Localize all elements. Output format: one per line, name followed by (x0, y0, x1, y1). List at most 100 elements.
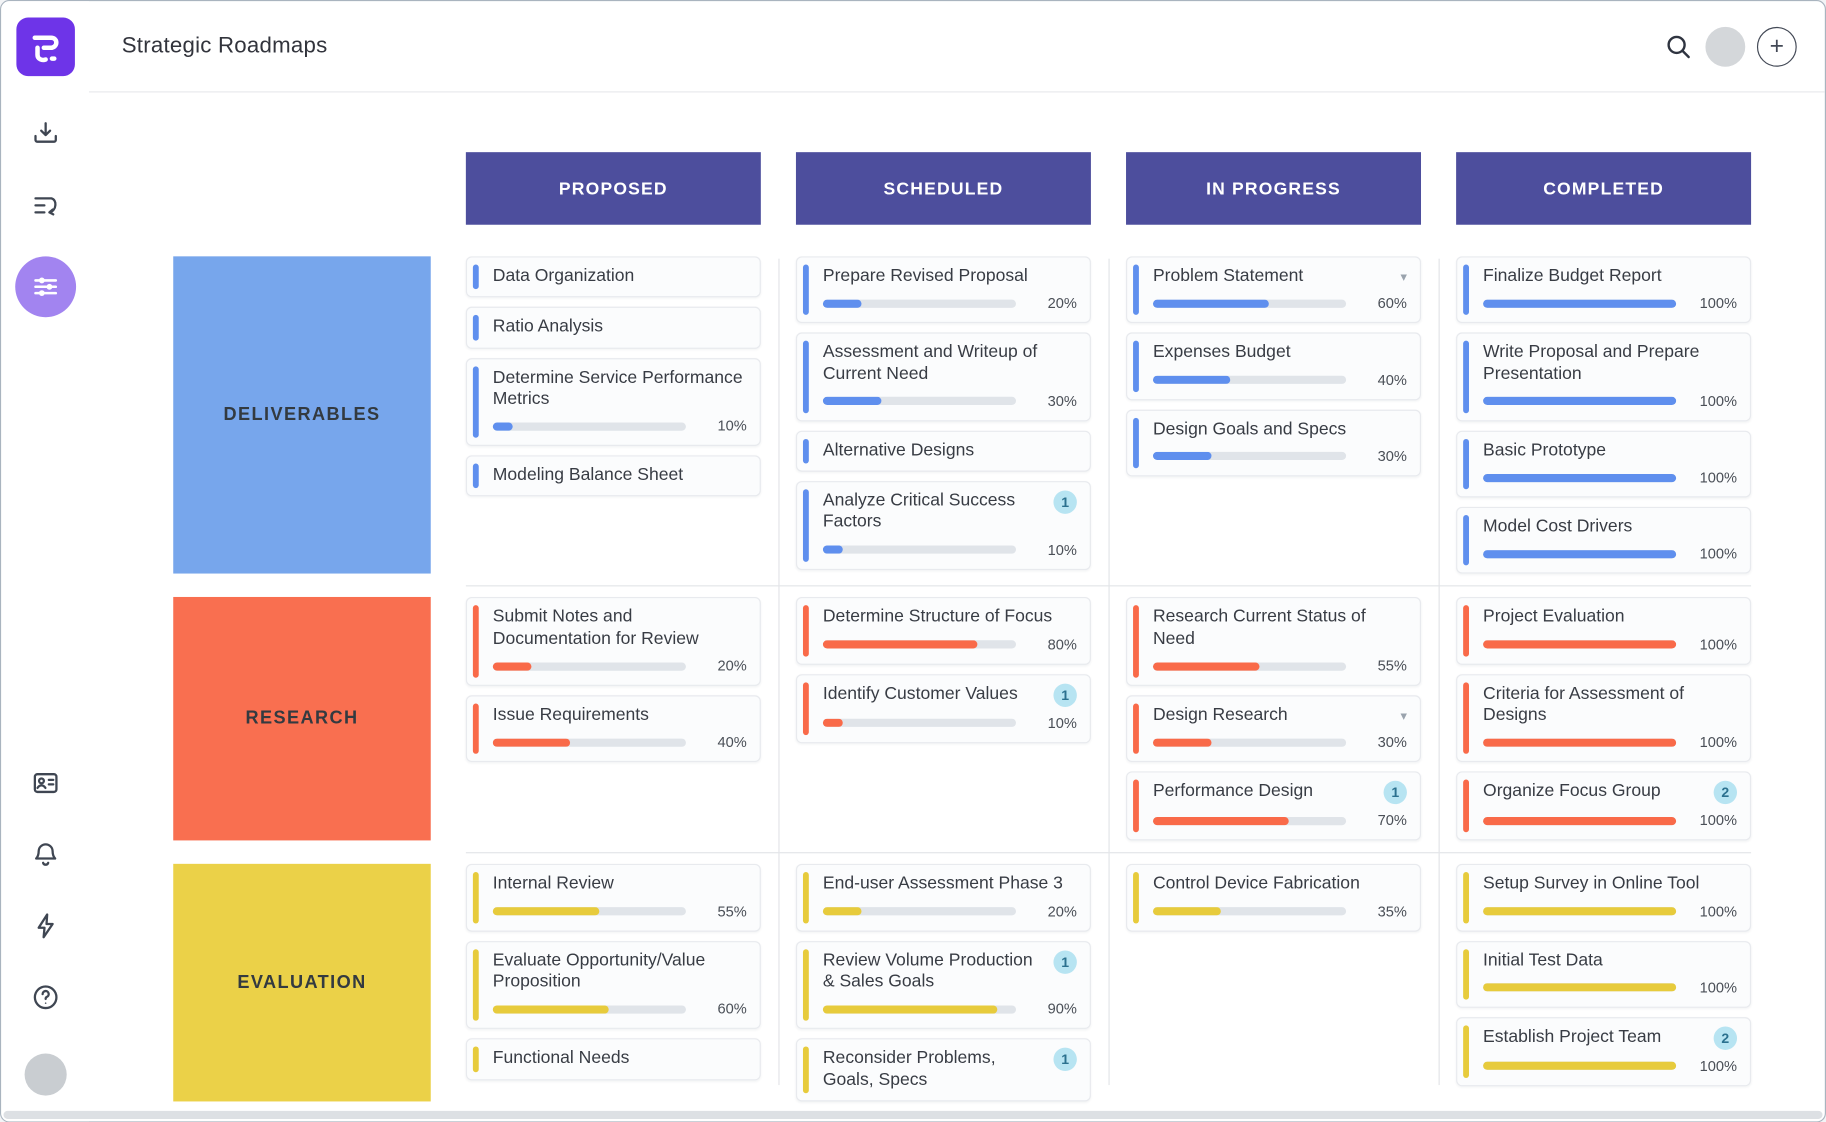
sliders-icon (33, 277, 57, 297)
progress-percent: 35% (1377, 903, 1407, 920)
roadmap-item-card[interactable]: Evaluate Opportunity/Value Proposition 6… (465, 940, 761, 1030)
add-button[interactable]: + (1756, 26, 1797, 67)
app-logo[interactable] (15, 17, 75, 77)
progress-fill (1483, 907, 1677, 916)
card-top: Submit Notes and Documentation for Revie… (493, 607, 747, 650)
roadmap-item-card[interactable]: Ratio Analysis (465, 307, 761, 349)
milestone-count-badge: 1 (1053, 1047, 1077, 1072)
roadmap-item-card[interactable]: End-user Assessment Phase 3 20% (795, 864, 1091, 932)
roadmap-item-card[interactable]: Modeling Balance Sheet (465, 455, 761, 497)
progress-row: 20% (822, 294, 1077, 313)
card-top: Project Evaluation (1483, 607, 1737, 628)
card-title: Modeling Balance Sheet (492, 464, 684, 485)
lane-column-cell: Prepare Revised Proposal 20% Assessment … (795, 256, 1091, 574)
roadmap-item-card[interactable]: Issue Requirements 40% (465, 695, 761, 763)
roadmap-item-card[interactable]: Research Current Status of Need 55% (1126, 597, 1422, 687)
roadmap-item-card[interactable]: Expenses Budget 40% (1126, 332, 1422, 400)
roadmap-item-card[interactable]: Design Goals and Specs 30% (1126, 409, 1422, 477)
milestone-count-badge: 1 (1053, 490, 1077, 515)
roadmap-item-card[interactable]: Determine Service Performance Metrics 10… (465, 357, 761, 447)
roadmap-list-icon[interactable] (30, 191, 60, 221)
activity-lightning-icon[interactable] (30, 911, 60, 941)
card-top: Control Device Fabrication (1153, 874, 1407, 895)
card-title: Design Goals and Specs (1152, 418, 1347, 439)
roadmap-item-card[interactable]: Model Cost Drivers 100% (1456, 507, 1752, 575)
progress-fill (1483, 1062, 1677, 1071)
progress-percent: 60% (717, 1001, 747, 1018)
progress-fill (822, 397, 881, 406)
search-icon[interactable] (1663, 31, 1693, 61)
roadmap-item-card[interactable]: Control Device Fabrication 35% (1126, 864, 1422, 932)
card-top: Expenses Budget (1153, 342, 1407, 363)
roadmap-item-card[interactable]: Functional Needs (465, 1038, 761, 1080)
swimlane-view-icon[interactable] (14, 256, 76, 318)
progress-bar (822, 1005, 1017, 1014)
progress-percent: 90% (1047, 1001, 1077, 1018)
card-top: Issue Requirements (493, 705, 747, 726)
roadmap-item-card[interactable]: Criteria for Assessment of Designs 100% (1456, 673, 1752, 763)
progress-percent: 100% (1699, 734, 1738, 751)
card-title: Control Device Fabrication (1152, 873, 1360, 894)
progress-percent: 100% (1699, 812, 1738, 830)
lane-column-cell: Research Current Status of Need 55% Desi… (1126, 597, 1422, 841)
progress-fill (492, 422, 513, 431)
card-top: Performance Design 1 (1153, 781, 1407, 805)
roadmap-item-card[interactable]: Alternative Designs (795, 430, 1091, 472)
roadmap-item-card[interactable]: Analyze Critical Success Factors 1 10% (795, 481, 1091, 570)
progress-bar (1483, 473, 1677, 482)
progress-bar (492, 1005, 686, 1014)
roadmap-item-card[interactable]: Initial Test Data 100% (1456, 940, 1752, 1008)
card-top: Problem Statement ▾ (1153, 266, 1407, 287)
lane-label: DELIVERABLES (173, 256, 431, 575)
roadmap-item-card[interactable]: Submit Notes and Documentation for Revie… (465, 597, 761, 687)
roadmap-item-card[interactable]: Review Volume Production & Sales Goals 1… (795, 940, 1091, 1030)
lane-column-cell: End-user Assessment Phase 3 20% Review V… (795, 864, 1091, 1102)
progress-percent: 55% (1377, 657, 1407, 675)
roadmap-item-card[interactable]: Project Evaluation 100% (1456, 597, 1752, 665)
roadmap-item-card[interactable]: Write Proposal and Prepare Presentation … (1456, 332, 1752, 422)
chevron-down-icon[interactable]: ▾ (1400, 709, 1407, 724)
user-avatar[interactable] (23, 1053, 67, 1096)
roadmap-item-card[interactable]: Data Organization (465, 256, 761, 298)
card-top: Ratio Analysis (493, 316, 747, 337)
roadmap-item-card[interactable]: Organize Focus Group 2 100% (1456, 771, 1752, 841)
chevron-down-icon[interactable]: ▾ (1400, 270, 1407, 285)
progress-bar (1152, 907, 1347, 916)
progress-percent: 100% (1699, 295, 1738, 312)
help-icon[interactable] (30, 982, 60, 1012)
lane-column-cell: Submit Notes and Documentation for Revie… (465, 597, 761, 841)
card-top: Reconsider Problems, Goals, Specs 1 (823, 1047, 1077, 1091)
column-divider (1438, 258, 1440, 1085)
roadmap-item-card[interactable]: Establish Project Team 2 100% (1456, 1017, 1752, 1087)
roadmap-item-card[interactable]: Internal Review 55% (465, 864, 761, 932)
progress-percent: 100% (1699, 469, 1738, 486)
notifications-bell-icon[interactable] (30, 839, 60, 869)
card-top: Research Current Status of Need (1153, 607, 1407, 650)
progress-bar (492, 907, 686, 916)
roadmap-item-card[interactable]: Design Research ▾ 30% (1126, 695, 1422, 763)
roadmap-item-card[interactable]: Finalize Budget Report 100% (1456, 256, 1752, 324)
roadmap-item-card[interactable]: Reconsider Problems, Goals, Specs 1 (795, 1038, 1091, 1102)
roadmap-item-card[interactable]: Determine Structure of Focus 80% (795, 597, 1091, 665)
progress-row: 10% (822, 541, 1077, 560)
account-avatar[interactable] (1705, 26, 1746, 67)
import-icon[interactable] (30, 118, 60, 148)
card-title: Analyze Critical Success Factors (822, 490, 1016, 532)
roadmap-item-card[interactable]: Problem Statement ▾ 60% (1126, 256, 1422, 324)
card-title: Setup Survey in Online Tool (1483, 873, 1700, 894)
progress-bar (1483, 816, 1677, 826)
progress-percent: 100% (1699, 979, 1738, 997)
accounts-card-icon[interactable] (30, 768, 60, 798)
progress-percent: 10% (1047, 541, 1077, 559)
roadmap-item-card[interactable]: Basic Prototype 100% (1456, 430, 1752, 498)
progress-bar (1152, 662, 1347, 671)
horizontal-scrollbar[interactable] (3, 1110, 1823, 1120)
progress-bar (822, 719, 1017, 728)
progress-fill (822, 907, 862, 916)
progress-bar (1483, 397, 1677, 406)
roadmap-item-card[interactable]: Assessment and Writeup of Current Need 3… (795, 332, 1091, 422)
roadmap-item-card[interactable]: Identify Customer Values 1 10% (795, 673, 1091, 744)
roadmap-item-card[interactable]: Prepare Revised Proposal 20% (795, 256, 1091, 324)
roadmap-item-card[interactable]: Performance Design 1 70% (1126, 771, 1422, 841)
roadmap-item-card[interactable]: Setup Survey in Online Tool 100% (1456, 864, 1752, 932)
